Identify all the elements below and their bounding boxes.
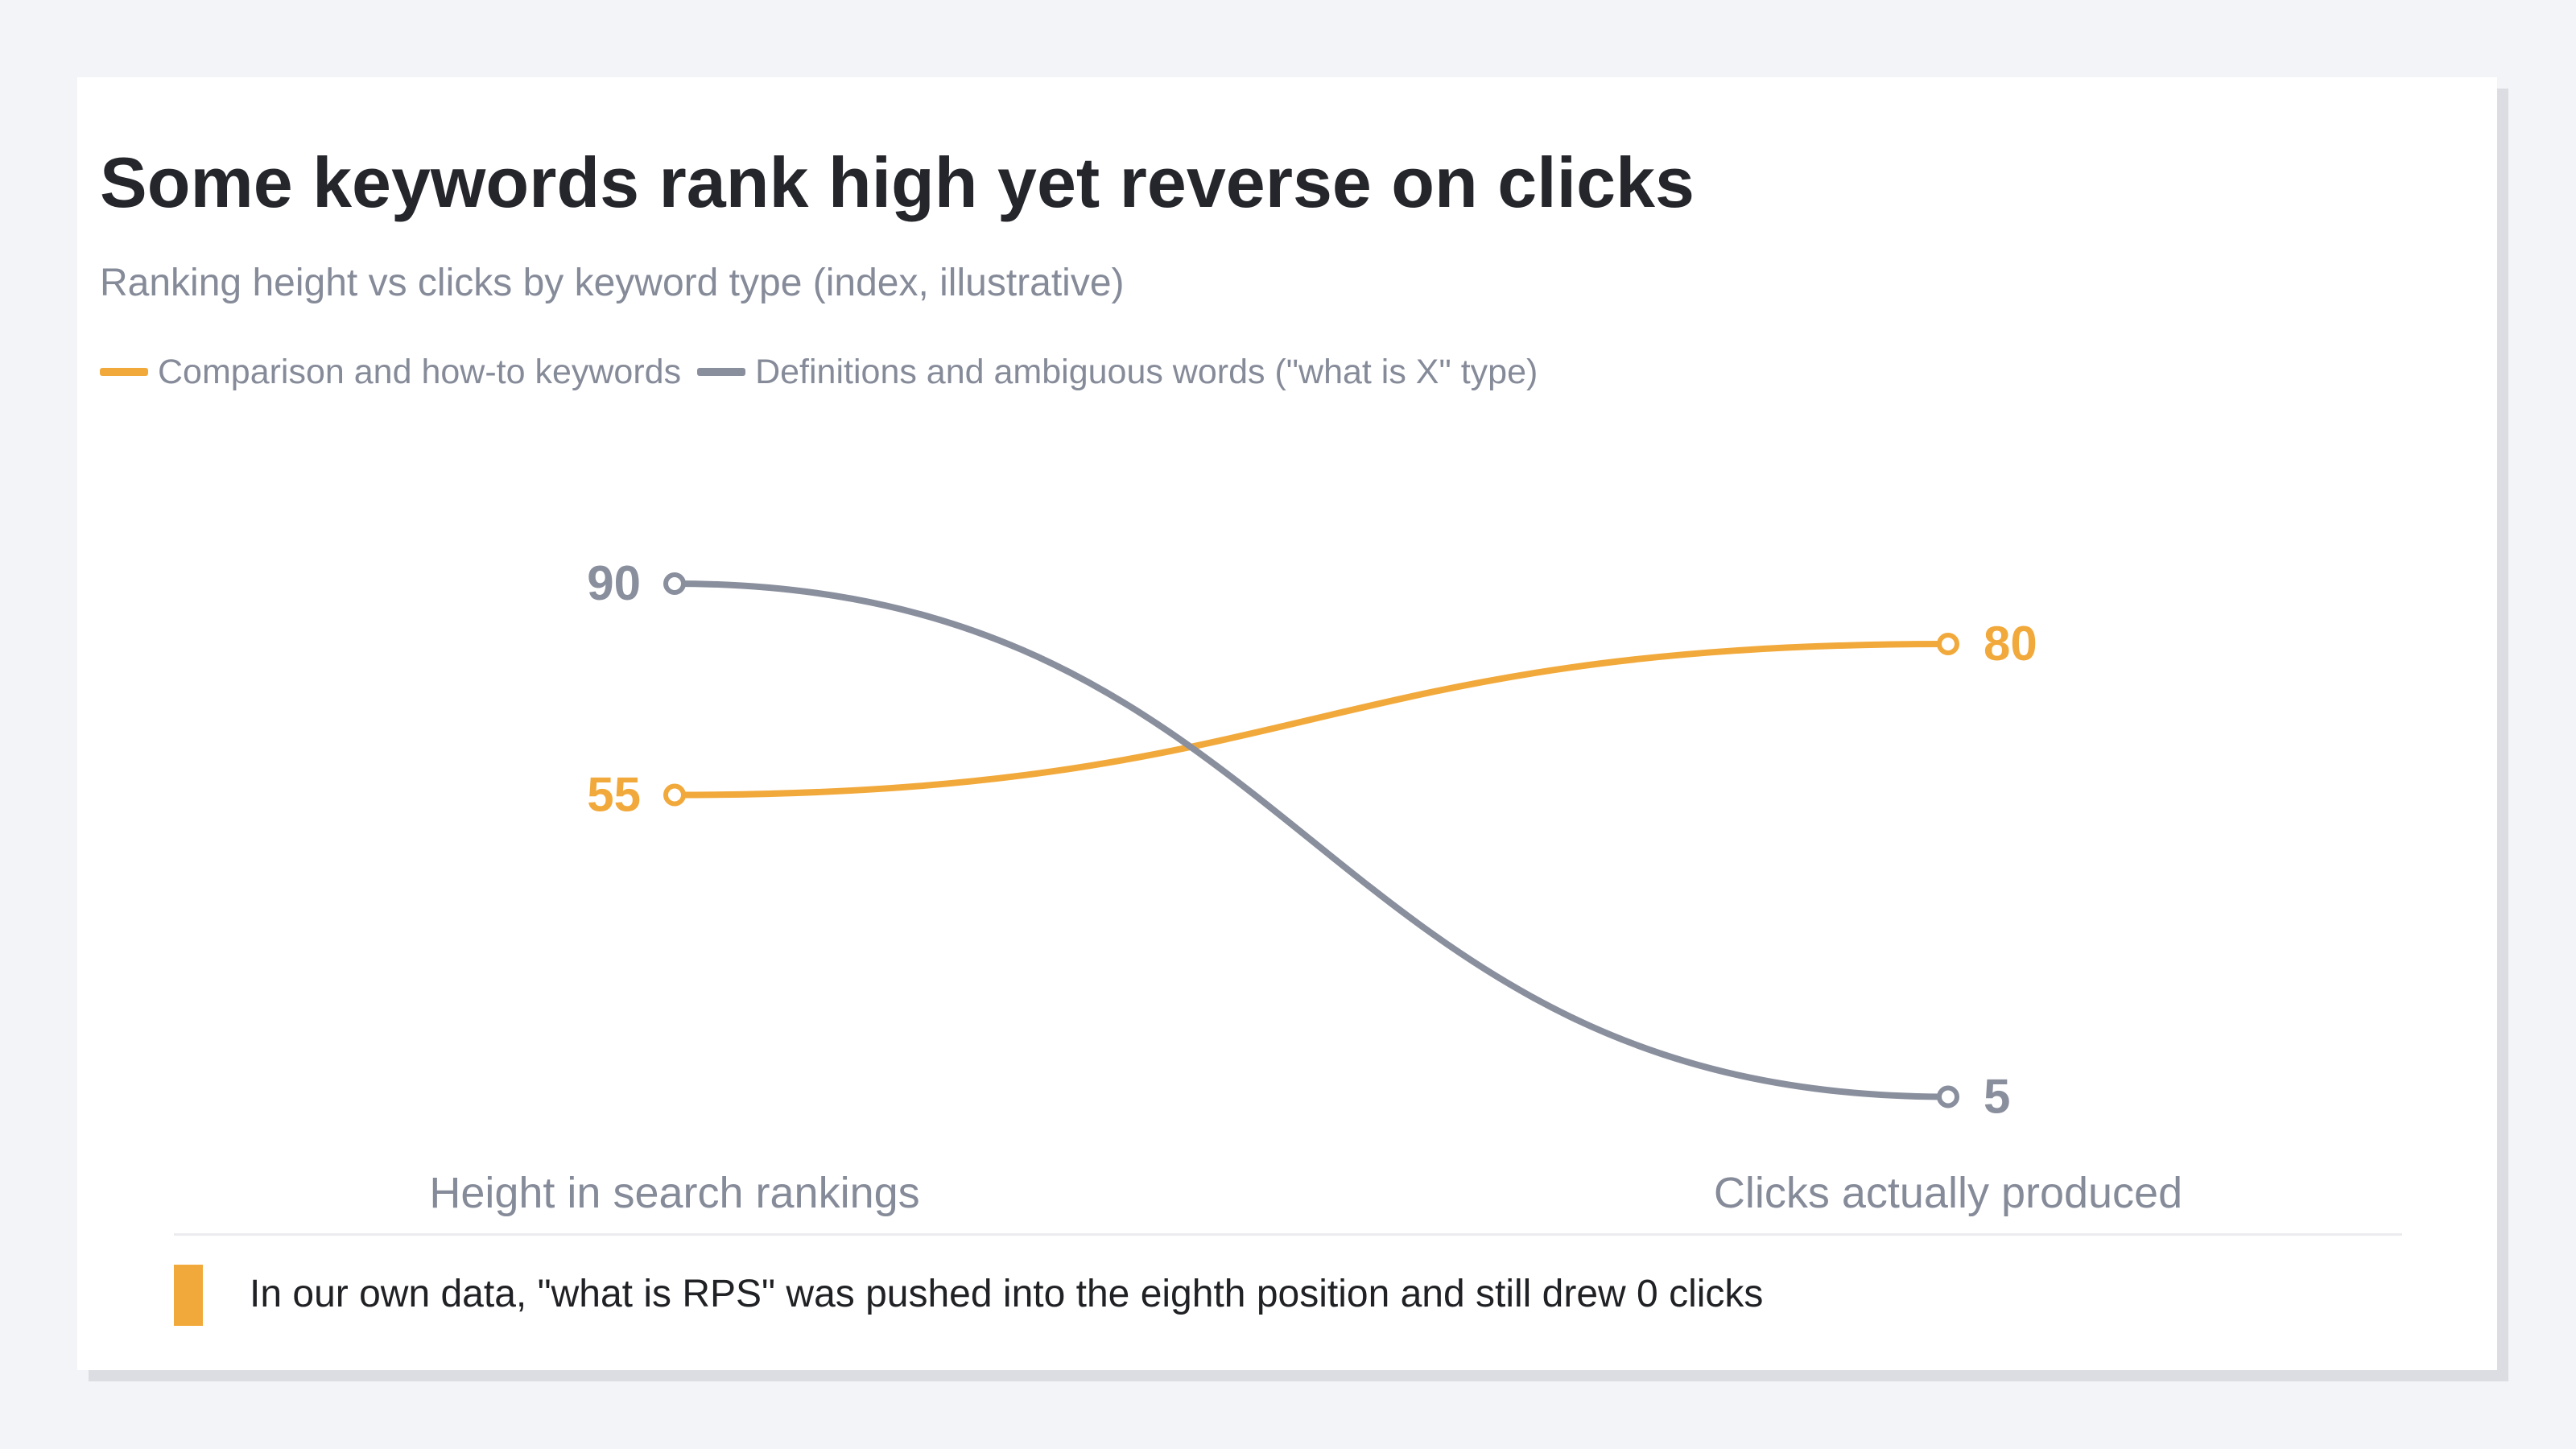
footnote-accent-bar	[174, 1265, 203, 1326]
legend-label-comparison: Comparison and how-to keywords	[158, 352, 682, 391]
footnote-text: In our own data, "what is RPS" was pushe…	[250, 1273, 1764, 1315]
series-0-line	[671, 641, 1951, 799]
category-label-0: Height in search rankings	[429, 1169, 919, 1217]
legend-item-comparison: Comparison and how-to keywords	[100, 353, 681, 392]
footnote-divider	[174, 1233, 2402, 1236]
series-1-value-label-0: 90	[587, 556, 641, 610]
series-0-point-1	[1937, 633, 1959, 655]
category-label-1: Clicks actually produced	[1714, 1169, 2182, 1217]
series-0-value-label-1: 80	[1984, 617, 2037, 671]
series-1-point-0	[663, 572, 686, 595]
legend-swatch-comparison	[100, 368, 148, 376]
chart-title: Some keywords rank high yet reverse on c…	[100, 142, 1695, 222]
chart-legend: Comparison and how-to keywords Definitio…	[100, 348, 1554, 396]
legend-swatch-definitions	[697, 368, 746, 376]
series-1-point-1	[1937, 1085, 1959, 1108]
series-1-value-label-1: 5	[1984, 1070, 2010, 1124]
chart-subtitle: Ranking height vs clicks by keyword type…	[100, 262, 1125, 304]
series-1-line	[671, 580, 1951, 1100]
series-0-value-label-0: 55	[587, 768, 641, 822]
legend-item-definitions: Definitions and ambiguous words ("what i…	[697, 353, 1538, 392]
series-0-point-0	[663, 783, 686, 807]
legend-label-definitions: Definitions and ambiguous words ("what i…	[755, 352, 1538, 391]
